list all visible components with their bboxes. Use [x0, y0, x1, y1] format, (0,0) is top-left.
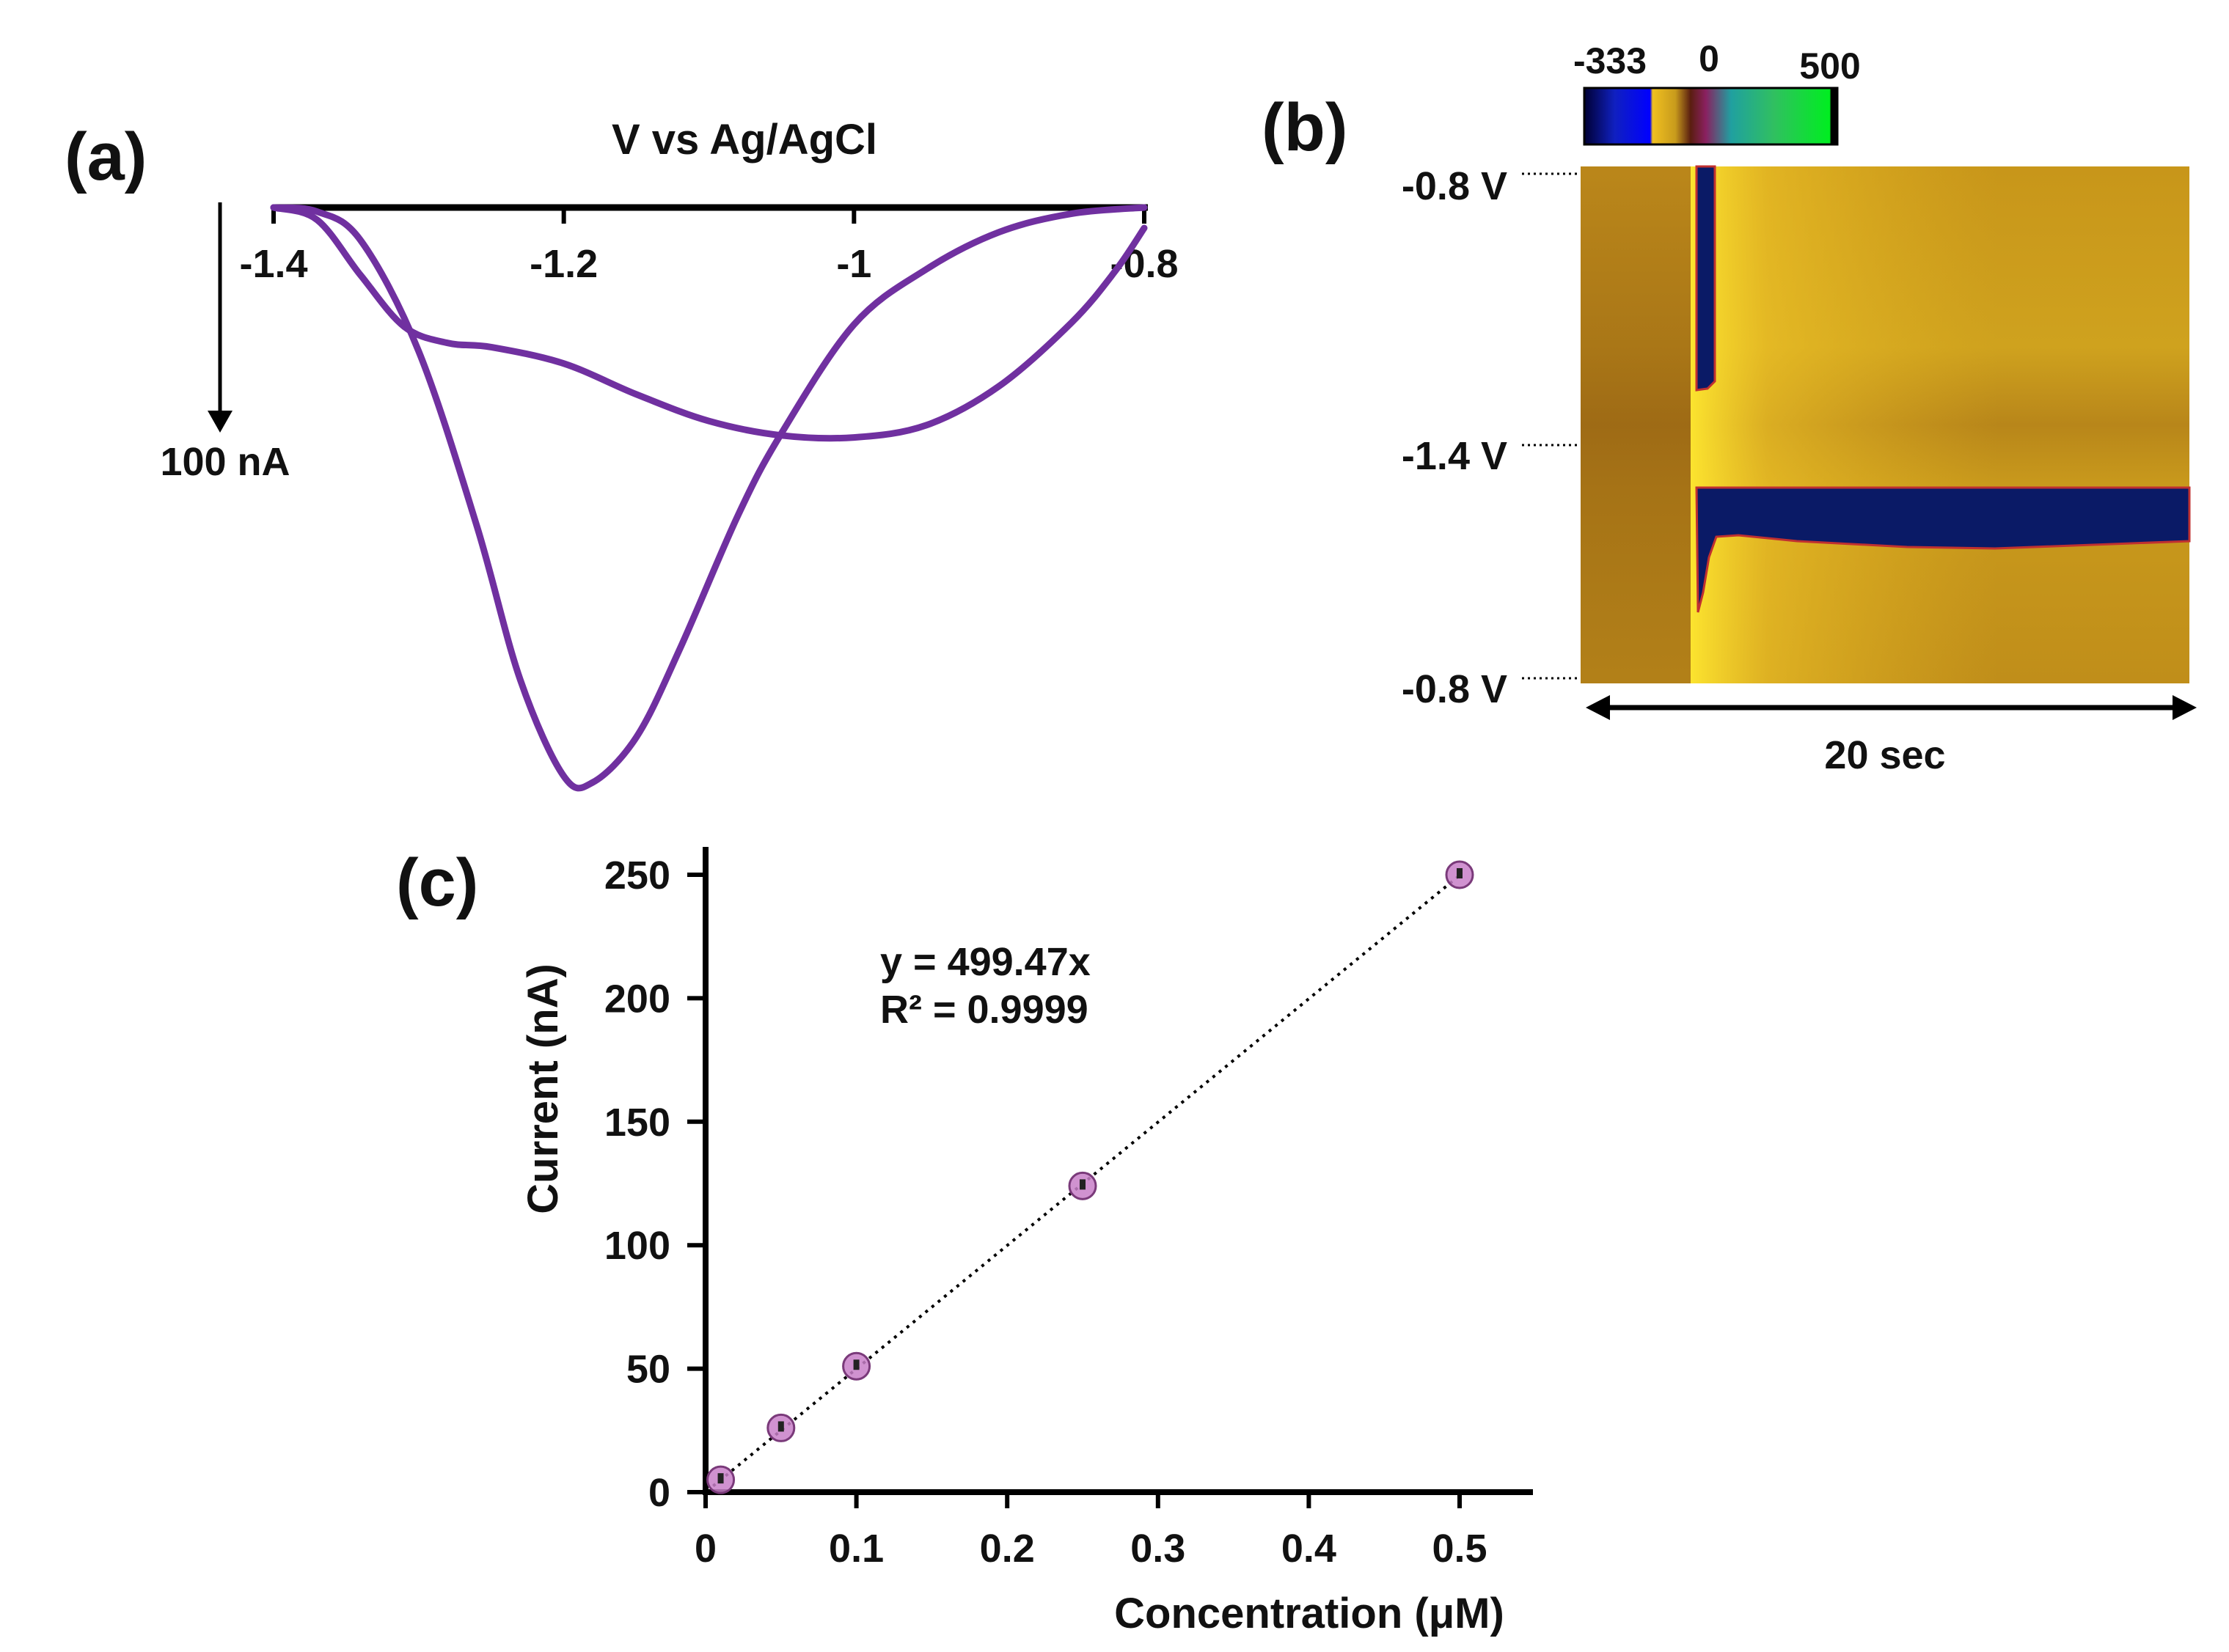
panel-a-x-tick-label: -1: [836, 242, 871, 286]
panel-c-x-tick-label: 0.2: [980, 1527, 1035, 1571]
heatmap-y-label-bottom: -0.8 V: [1402, 667, 1507, 711]
panel-a-x-tick-label: -1.4: [239, 242, 307, 286]
panel-c-y-tick-label: 200: [604, 977, 670, 1021]
panel-b-label: (b): [1262, 90, 1347, 165]
time-scalebar-arrow-left: [1586, 695, 1610, 720]
heatmap-yellow-fade: [1691, 166, 1999, 683]
panel-a-scalebar-label: 100 nA: [160, 440, 290, 484]
panel-a-x-axis-title: V vs Ag/AgCl: [612, 116, 877, 164]
cv-curve-reverse-scan: [270, 204, 1148, 792]
fit-r-squared: R² = 0.9999: [880, 988, 1088, 1032]
panel-c-y-axis-title: Current (nA): [519, 963, 567, 1214]
panel-c-y-tick-label: 50: [626, 1348, 670, 1392]
panel-a-scalebar-arrowhead: [208, 411, 233, 433]
panel-c-x-tick-label: 0.5: [1432, 1527, 1487, 1571]
panel-c-y-tick-label: 0: [648, 1471, 670, 1515]
panel-a-ticks: -1.4 -1.2 -1 -0.8: [239, 208, 1179, 286]
cv-curve-forward-scan: [270, 204, 1148, 442]
panel-c-y-tick-label: 150: [604, 1101, 670, 1145]
panel-a-curves: [270, 204, 1148, 792]
data-point-error-bar: [1457, 868, 1463, 878]
panel-c-x-tick-label: 0.3: [1130, 1527, 1185, 1571]
panel-c-y-ticks: 0 50 100 150 200 250: [604, 853, 706, 1515]
panel-a-label: (a): [65, 120, 147, 194]
data-point-error-bar: [853, 1359, 860, 1370]
panel-c-x-tick-label: 0.1: [829, 1527, 884, 1571]
panel-b: (b) -333 0 500 -0.8 V -1.4 V -0.8 V 20 s…: [1262, 38, 2197, 777]
panel-c-y-tick-label: 100: [604, 1224, 670, 1268]
panel-c: (c) 0 50 100 150 200 250 0 0.1 0.2 0.3 0.4 0.5 Con…: [396, 845, 1533, 1637]
panel-c-points: [706, 860, 1474, 1494]
heatmap-pre-injection: [1581, 166, 1691, 683]
data-point-error-bar: [717, 1473, 724, 1484]
panel-c-x-axis-title: Concentration (μM): [1114, 1590, 1504, 1637]
panel-a-x-tick-label: -1.2: [530, 242, 598, 286]
heatmap-oxidation-band: [1695, 165, 1716, 392]
colorbar: [1583, 87, 1839, 146]
time-scalebar-label: 20 sec: [1824, 733, 1945, 777]
time-scalebar-arrow-right: [2173, 695, 2197, 720]
panel-c-label: (c): [396, 845, 478, 920]
heatmap: [1581, 165, 2191, 683]
panel-c-y-tick-label: 250: [604, 853, 670, 897]
data-point-error-bar: [777, 1421, 784, 1432]
heatmap-reduction-band: [1695, 486, 2191, 613]
data-point-error-bar: [1080, 1179, 1086, 1190]
colorbar-zero-label: 0: [1699, 38, 1719, 79]
panel-c-x-tick-label: 0: [695, 1527, 717, 1571]
fit-equation: y = 499.47x: [880, 940, 1091, 984]
colorbar-min-label: -333: [1573, 40, 1647, 81]
panel-a: (a) V vs Ag/AgCl -1.4 -1.2 -1 -0.8 100 nA: [65, 116, 1179, 792]
colorbar-max-label: 500: [1799, 45, 1860, 87]
heatmap-y-label-top: -0.8 V: [1402, 164, 1507, 208]
panel-c-x-tick-label: 0.4: [1281, 1527, 1336, 1571]
heatmap-y-label-middle: -1.4 V: [1402, 434, 1507, 478]
panel-c-x-ticks: 0 0.1 0.2 0.3 0.4 0.5: [695, 1492, 1487, 1571]
